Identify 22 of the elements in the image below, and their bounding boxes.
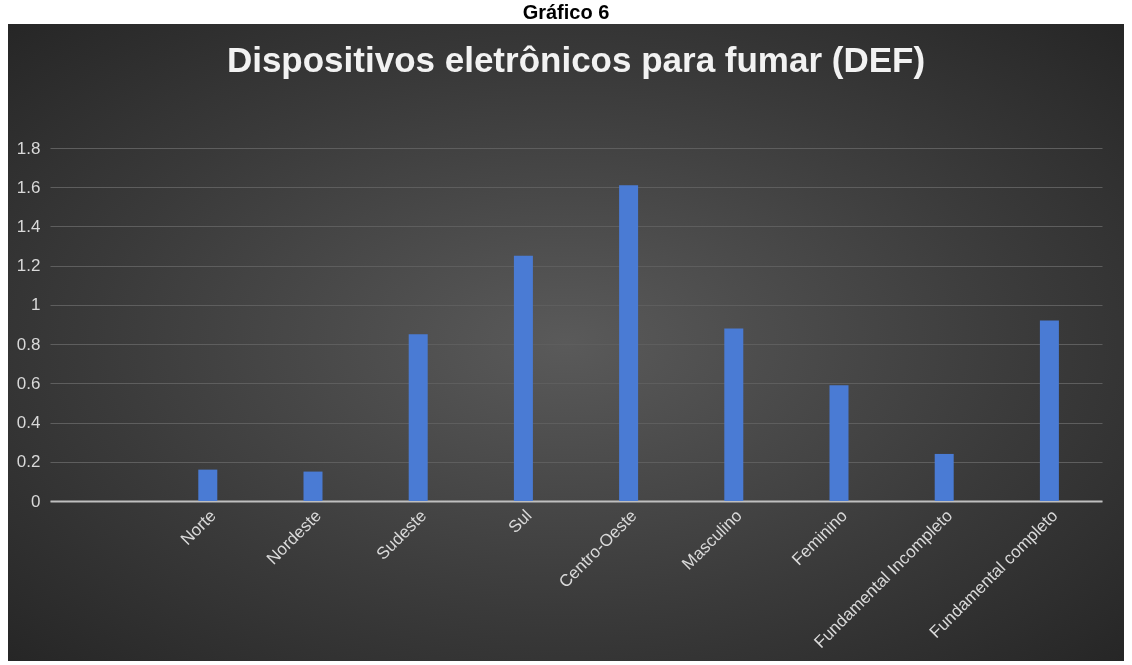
bar (934, 453, 954, 501)
y-tick-label: 0.8 (16, 334, 41, 354)
y-tick-label: 1.6 (16, 177, 41, 197)
bar (724, 328, 744, 501)
bar (1039, 320, 1059, 501)
bar (513, 255, 533, 501)
y-tick-label: 0.6 (16, 373, 41, 393)
bar (619, 185, 639, 501)
chart-title: Dispositivos eletrônicos para fumar (DEF) (226, 40, 926, 79)
y-tick-label: 1.8 (16, 138, 41, 158)
bar (303, 471, 323, 501)
y-tick-label: 0 (31, 491, 41, 511)
text: Gráfico 6 (521, 0, 611, 24)
bar (829, 385, 849, 501)
bar (198, 469, 218, 501)
y-tick-label: 0.2 (16, 452, 41, 472)
y-tick-label: 1.2 (16, 256, 41, 276)
y-tick-label: 1.4 (16, 216, 41, 236)
x-tick-label: Sul (504, 506, 536, 537)
y-tick-label: 1 (31, 295, 41, 315)
y-tick-label: 0.4 (16, 413, 41, 433)
bar (408, 334, 428, 501)
